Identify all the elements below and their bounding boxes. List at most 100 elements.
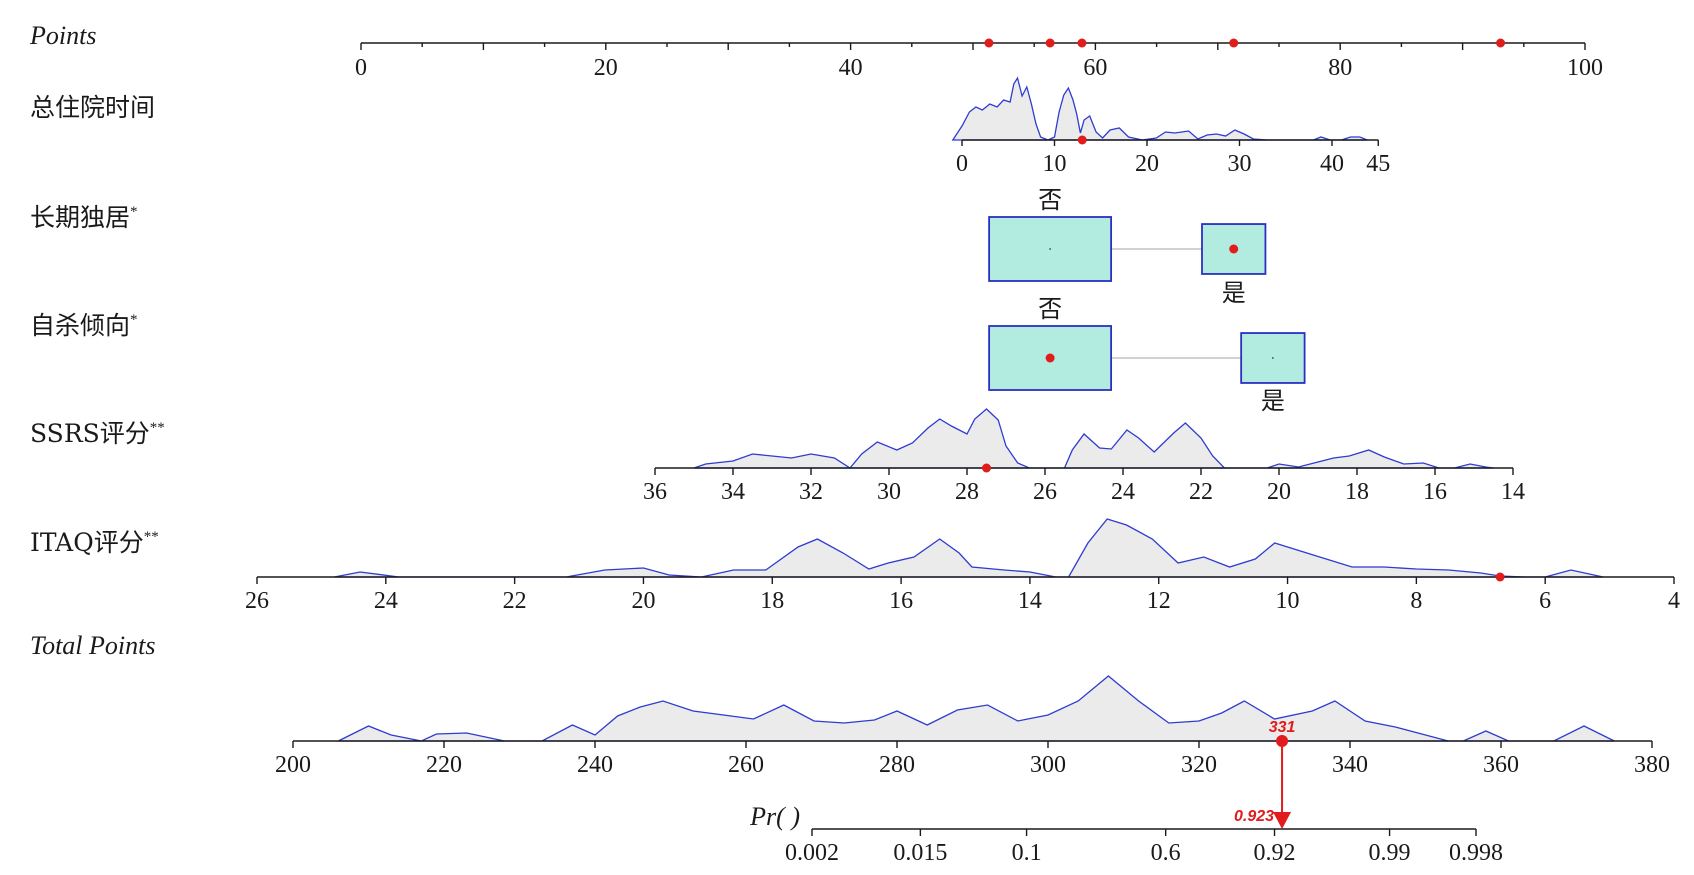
living-alone-star: *: [130, 204, 138, 220]
itaq-density: [334, 518, 1604, 578]
living_alone-selected-marker: [1229, 244, 1239, 254]
itaq-selected-marker: [1495, 572, 1505, 582]
probability-selected-label: 0.923: [1234, 808, 1274, 825]
total-points-tick-label: 340: [1332, 752, 1368, 778]
probability-tick-label: 0.015: [893, 840, 947, 866]
probability-tick-label: 0.99: [1369, 840, 1411, 866]
itaq-label-text: ITAQ评分: [30, 528, 144, 557]
ssrs-tick-label: 32: [799, 479, 823, 505]
total-points-tick-label: 240: [577, 752, 613, 778]
probability-axis-label: Pr( ): [749, 802, 800, 831]
ssrs-tick-label: 22: [1189, 479, 1213, 505]
ssrs-tick-label: 26: [1033, 479, 1057, 505]
total-points-tick-label: 200: [275, 752, 311, 778]
total-points-tick-label: 220: [426, 752, 462, 778]
itaq-tick-label: 18: [760, 588, 784, 614]
ssrs-tick-label: 18: [1345, 479, 1369, 505]
los-selected-marker: [1077, 135, 1087, 145]
total-points-tick-label: 360: [1483, 752, 1519, 778]
living-alone-label: 长期独居*: [30, 203, 138, 232]
points-tick-label: 80: [1328, 55, 1352, 81]
living_alone-level-label: 否: [1038, 186, 1062, 214]
living-alone-row: 否是: [988, 186, 1267, 307]
los-tick-label: 30: [1228, 151, 1252, 177]
row-labels: Points 总住院时间 长期独居* 自杀倾向* SSRS评分** ITAQ评分…: [29, 21, 800, 831]
probability-tick-label: 0.92: [1254, 840, 1296, 866]
ssrs-density: [693, 408, 1494, 469]
total-points-label: Total Points: [30, 631, 155, 660]
probability-selected-arrow: [1273, 812, 1292, 829]
los-tick-label: 0: [956, 151, 968, 177]
itaq-tick-label: 6: [1539, 588, 1551, 614]
total-points-selected-marker: [1276, 735, 1289, 747]
probability-tick-label: 0.002: [785, 840, 839, 866]
living_alone-center-dot: [1049, 248, 1052, 250]
ssrs-tick-label: 30: [877, 479, 901, 505]
probability-row: 0.002 0.015 0.1 0.6 0.92 0.99 0.998 0.923: [785, 747, 1503, 866]
los-label: 总住院时间: [30, 93, 155, 122]
ssrs-tick-label: 24: [1111, 479, 1135, 505]
points-axis-label: Points: [29, 21, 96, 50]
los-tick-label: 45: [1366, 151, 1390, 177]
los-row: 0 10 20 30 40 45: [951, 76, 1390, 177]
total-points-tick-label: 380: [1634, 752, 1670, 778]
ssrs-tick-label: 28: [955, 479, 979, 505]
suicidal-row: 否是: [988, 295, 1306, 415]
probability-tick-label: 0.1: [1012, 840, 1042, 866]
points-selected-marker: [1229, 38, 1239, 48]
itaq-tick-label: 10: [1276, 588, 1300, 614]
ssrs-tick-label: 14: [1501, 479, 1525, 505]
itaq-tick-label: 24: [374, 588, 398, 614]
points-tick-label: 60: [1083, 55, 1107, 81]
itaq-label: ITAQ评分**: [30, 528, 159, 557]
suicidal-label-text: 自杀倾向: [30, 311, 130, 340]
ssrs-label-text: SSRS评分: [30, 419, 150, 448]
points-axis: 0 20 40 60 80 100: [355, 38, 1603, 81]
points-tick-label: 20: [594, 55, 618, 81]
probability-tick-label: 0.998: [1449, 840, 1503, 866]
total-points-tick-label: 320: [1181, 752, 1217, 778]
los-density: [951, 76, 1368, 141]
itaq-tick-label: 16: [889, 588, 913, 614]
suicidal-level-label: 否: [1038, 295, 1062, 323]
points-selected-marker: [984, 38, 994, 48]
ssrs-tick-label: 36: [643, 479, 667, 505]
itaq-tick-label: 20: [631, 588, 655, 614]
living-alone-label-text: 长期独居: [30, 203, 130, 232]
ssrs-tick-label: 20: [1267, 479, 1291, 505]
itaq-star: **: [144, 529, 159, 545]
itaq-tick-label: 22: [503, 588, 527, 614]
suicidal-star: *: [130, 312, 138, 328]
ssrs-selected-marker: [982, 463, 991, 473]
ssrs-star: **: [150, 420, 165, 436]
points-tick-label: 40: [839, 55, 863, 81]
ssrs-tick-label: 16: [1423, 479, 1447, 505]
living_alone-level-label: 是: [1222, 279, 1246, 307]
los-tick-label: 10: [1043, 151, 1067, 177]
itaq-tick-label: 12: [1147, 588, 1171, 614]
probability-tick-label: 0.6: [1151, 840, 1181, 866]
ssrs-label: SSRS评分**: [30, 419, 165, 448]
total-points-row: 200 220 240 260 280 300 320 340 360 380 331: [275, 675, 1670, 778]
suicidal-label: 自杀倾向*: [30, 311, 138, 340]
los-tick-label: 20: [1135, 151, 1159, 177]
itaq-tick-label: 4: [1668, 588, 1680, 614]
itaq-tick-label: 8: [1410, 588, 1422, 614]
total-points-tick-label: 280: [879, 752, 915, 778]
total-points-density: [338, 675, 1615, 742]
ssrs-tick-label: 34: [721, 479, 745, 505]
itaq-row: 26 24 22 20 18 16 14 12 10 8 6 4: [245, 518, 1680, 614]
itaq-tick-label: 14: [1018, 588, 1042, 614]
suicidal-center-dot: [1271, 357, 1274, 359]
suicidal-level-label: 是: [1261, 387, 1285, 415]
points-selected-marker: [1496, 38, 1506, 48]
total-points-tick-label: 300: [1030, 752, 1066, 778]
points-selected-marker: [1045, 38, 1055, 48]
points-tick-label: 0: [355, 55, 367, 81]
points-selected-marker: [1077, 38, 1087, 48]
total-points-selected-label: 331: [1269, 719, 1296, 736]
suicidal-selected-marker: [1045, 353, 1055, 363]
los-tick-label: 40: [1320, 151, 1344, 177]
ssrs-row: 36 34 32 30 28 26 24 22 20 18 16 14: [643, 408, 1525, 505]
